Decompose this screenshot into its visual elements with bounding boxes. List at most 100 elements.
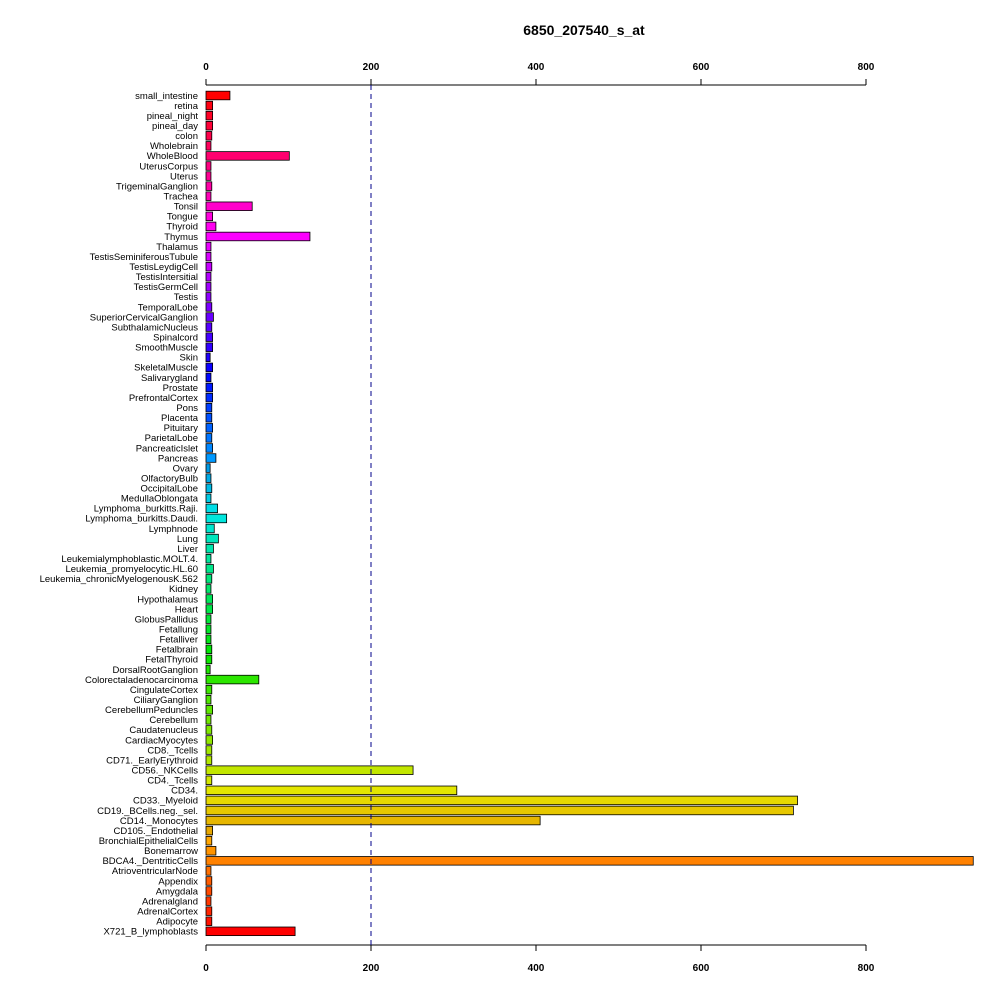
category-label: CD8._Tcells bbox=[147, 745, 198, 756]
bar-DorsalRootGanglion bbox=[205, 664, 211, 675]
category-label: AdrenalCortex bbox=[137, 906, 198, 917]
bar-Fetallung bbox=[205, 624, 212, 634]
bar-group bbox=[205, 90, 974, 937]
category-label: pineal_day bbox=[152, 121, 198, 132]
category-label: PrefrontalCortex bbox=[129, 393, 198, 404]
category-label: CD33._Myeloid bbox=[133, 796, 198, 807]
category-label: Leukemia_chronicMyelogenousK.562 bbox=[40, 574, 198, 585]
bar-Wholebrain bbox=[205, 141, 212, 151]
category-label: CingulateCortex bbox=[130, 685, 198, 696]
bar-TestisGermCell bbox=[205, 282, 212, 292]
category-label: Appendix bbox=[158, 876, 198, 887]
bar-BronchialEpithelialCells bbox=[205, 835, 213, 846]
category-label: Bonemarrow bbox=[144, 846, 198, 857]
bar-pineal_day bbox=[205, 121, 213, 131]
bar-WholeBlood bbox=[205, 151, 290, 161]
category-label: Adipocyte bbox=[156, 917, 198, 928]
bar-Pons bbox=[205, 402, 213, 413]
bar-CiliaryGanglion bbox=[205, 695, 212, 705]
category-label: retina bbox=[174, 101, 198, 112]
bar-Lymphoma_burkitts.Daudi. bbox=[205, 513, 228, 524]
bar-CD33._Myeloid bbox=[205, 795, 798, 806]
category-label: OlfactoryBulb bbox=[141, 473, 198, 484]
tick-label: 600 bbox=[693, 963, 710, 974]
category-label: Fetalliver bbox=[159, 635, 198, 646]
category-label: Amygdala bbox=[156, 886, 199, 897]
category-label: CD105._Endothelial bbox=[113, 826, 198, 837]
category-label: SuperiorCervicalGanglion bbox=[90, 312, 198, 323]
bar-Lymphoma_burkitts.Raji. bbox=[205, 503, 218, 514]
bar-SkeletalMuscle bbox=[205, 362, 213, 373]
bar-BDCA4._DentriticCells bbox=[205, 856, 974, 866]
top-x-axis: 0 200 400 600 800 bbox=[203, 62, 875, 86]
tick-label: 600 bbox=[693, 62, 710, 73]
bar-Pituitary bbox=[205, 423, 213, 433]
category-label: Uterus bbox=[170, 171, 198, 182]
category-label: SubthalamicNucleus bbox=[111, 322, 198, 333]
bar-Kidney bbox=[205, 584, 212, 594]
bar-Caudatenucleus bbox=[205, 725, 213, 735]
category-label: TestisGermCell bbox=[134, 282, 198, 293]
category-label: CD14._Monocytes bbox=[120, 816, 198, 827]
bar-CD105._Endothelial bbox=[205, 825, 213, 836]
category-label: Pituitary bbox=[164, 423, 199, 434]
tick-label: 400 bbox=[528, 62, 545, 73]
bar-CD56._NKCells bbox=[205, 765, 414, 775]
bar-colon bbox=[205, 131, 213, 141]
category-label: CD56._NKCells bbox=[131, 765, 198, 776]
category-label: X721_B_lymphoblasts bbox=[103, 927, 198, 938]
bar-Uterus bbox=[205, 171, 212, 181]
tick-label: 800 bbox=[858, 963, 875, 974]
tick-label: 0 bbox=[203, 963, 209, 974]
category-label: Fetalbrain bbox=[156, 645, 198, 656]
bar-Lung bbox=[205, 533, 219, 544]
category-label: PancreaticIslet bbox=[136, 443, 199, 454]
bar-Heart bbox=[205, 604, 213, 614]
bar-Spinalcord bbox=[205, 332, 213, 342]
bar-ParietalLobe bbox=[205, 433, 213, 443]
bar-Liver bbox=[205, 543, 214, 554]
bar-pineal_night bbox=[205, 110, 213, 121]
category-label: Lymphoma_burkitts.Daudi. bbox=[85, 514, 198, 525]
category-label: TestisSeminiferousTubule bbox=[90, 252, 198, 263]
bar-MedullaOblongata bbox=[205, 493, 212, 504]
bar-Hypothalamus bbox=[205, 594, 213, 604]
category-label: Spinalcord bbox=[153, 332, 198, 343]
tick-label: 400 bbox=[528, 963, 545, 974]
bar-PrefrontalCortex bbox=[205, 392, 213, 403]
bar-OccipitalLobe bbox=[205, 483, 213, 493]
category-label: SmoothMuscle bbox=[135, 343, 198, 354]
category-label: Thalamus bbox=[156, 242, 198, 253]
bar-FetalThyroid bbox=[205, 654, 213, 665]
category-label: Thymus bbox=[164, 232, 198, 243]
category-label: CD19._BCells.neg._sel. bbox=[97, 806, 198, 817]
bar-CD8._Tcells bbox=[205, 745, 213, 755]
category-label: TestisLeydigCell bbox=[129, 262, 198, 273]
bar-Leukemialymphoblastic.MOLT.4. bbox=[205, 554, 212, 564]
category-label: TestisIntersitial bbox=[136, 272, 198, 283]
bar-Ovary bbox=[205, 463, 211, 473]
category-label: Trachea bbox=[164, 192, 199, 203]
bar-Appendix bbox=[205, 876, 213, 886]
bar-Thymus bbox=[205, 231, 311, 242]
category-label: CD71._EarlyErythroid bbox=[106, 755, 198, 766]
bar-CD14._Monocytes bbox=[205, 815, 541, 826]
category-label: CiliaryGanglion bbox=[134, 695, 198, 706]
category-label: Pons bbox=[176, 403, 198, 414]
category-label: DorsalRootGanglion bbox=[112, 665, 198, 676]
category-label: CD4._Tcells bbox=[147, 776, 198, 787]
bar-CD71._EarlyErythroid bbox=[205, 755, 213, 765]
category-label-group: small_intestineretinapineal_nightpineal_… bbox=[40, 91, 199, 938]
bar-Salivarygland bbox=[205, 372, 212, 383]
bar-Lymphnode bbox=[205, 523, 215, 534]
category-label: Wholebrain bbox=[150, 141, 198, 152]
bar-UterusCorpus bbox=[205, 161, 212, 171]
category-label: Pancreas bbox=[158, 453, 198, 464]
category-label: Placenta bbox=[161, 413, 199, 424]
category-label: Tongue bbox=[167, 212, 198, 223]
bar-CD4._Tcells bbox=[205, 775, 213, 785]
bar-Leukemia_promyelocytic.HL.60 bbox=[205, 564, 214, 574]
bar-GlobusPallidus bbox=[205, 614, 212, 624]
category-label: Prostate bbox=[163, 383, 198, 394]
